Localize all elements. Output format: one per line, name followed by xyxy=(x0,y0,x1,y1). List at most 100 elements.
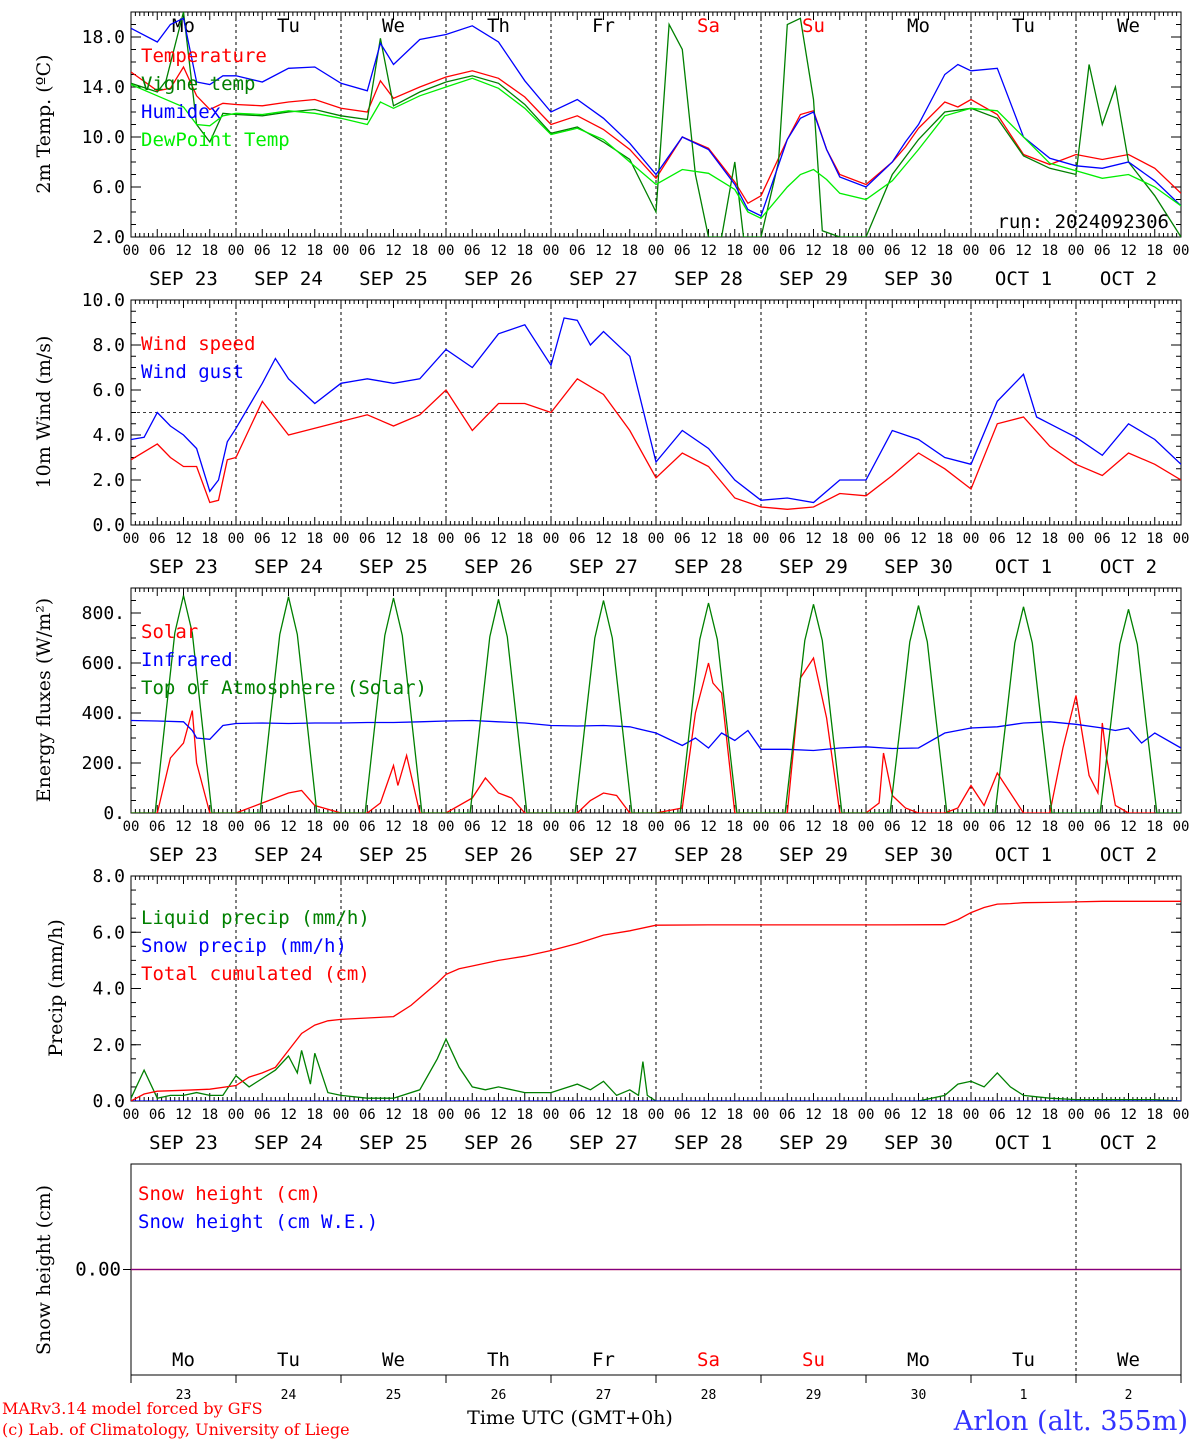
hour-label: 12 xyxy=(1015,243,1032,259)
hour-label: 06 xyxy=(149,531,166,547)
hour-label: 18 xyxy=(1146,243,1163,259)
weekday-label: Su xyxy=(802,1349,825,1371)
hour-label: 06 xyxy=(464,819,481,835)
series-top-of-atmosphere-solar xyxy=(131,595,1181,813)
hour-label: 00 xyxy=(648,243,665,259)
y-axis-title: 2m Temp. (ºC) xyxy=(33,54,55,193)
date-label: SEP 29 xyxy=(779,556,848,578)
day-number-label: 25 xyxy=(386,1388,402,1403)
y-tick-label: 400. xyxy=(82,703,125,724)
hour-label: 12 xyxy=(1120,819,1137,835)
hour-label: 06 xyxy=(359,819,376,835)
hour-label: 18 xyxy=(1146,819,1163,835)
hour-label: 12 xyxy=(1015,1107,1032,1123)
hour-label: 12 xyxy=(805,1107,822,1123)
date-label: SEP 26 xyxy=(464,1132,533,1154)
series-infrared xyxy=(131,719,1181,752)
date-label: SEP 25 xyxy=(359,268,428,290)
hour-label: 12 xyxy=(175,243,192,259)
hour-label: 00 xyxy=(1173,819,1190,835)
hour-label: 00 xyxy=(753,531,770,547)
legend-entry: Humidex xyxy=(141,101,221,123)
hour-label: 12 xyxy=(175,1107,192,1123)
hour-label: 00 xyxy=(1173,1107,1190,1123)
credit-model: MARv3.14 model forced by GFS xyxy=(2,1399,263,1418)
hour-label: 00 xyxy=(753,243,770,259)
date-label: SEP 27 xyxy=(569,268,638,290)
hour-label: 06 xyxy=(149,819,166,835)
hour-label: 00 xyxy=(123,819,140,835)
day-number-label: 24 xyxy=(281,1388,297,1403)
hour-label: 00 xyxy=(648,531,665,547)
weekday-label: Fr xyxy=(592,15,615,37)
hour-label: 12 xyxy=(1120,1107,1137,1123)
y-tick-label: 0. xyxy=(103,803,125,824)
hour-label: 00 xyxy=(648,1107,665,1123)
hour-label: 06 xyxy=(1094,1107,1111,1123)
date-label: SEP 23 xyxy=(149,268,218,290)
hour-label: 12 xyxy=(280,531,297,547)
weekday-label: Tu xyxy=(1012,1349,1035,1371)
hour-label: 06 xyxy=(569,531,586,547)
y-tick-label: 10.0 xyxy=(82,127,125,148)
hour-label: 18 xyxy=(936,243,953,259)
hour-label: 06 xyxy=(989,819,1006,835)
date-label: SEP 28 xyxy=(674,268,743,290)
panel-precip: 0.0 2.0 4.0 6.0 8.0 Precip (mm/h) 00 06 12 18 SEP … xyxy=(45,866,1189,1154)
weekday-label: Mo xyxy=(907,1349,930,1371)
hour-label: 00 xyxy=(753,819,770,835)
date-label: SEP 29 xyxy=(779,844,848,866)
series-liquid-precip-mm-h xyxy=(131,1037,1181,1101)
hour-label: 12 xyxy=(700,531,717,547)
y-tick-label: 2.0 xyxy=(92,1035,125,1056)
series-temperature xyxy=(131,65,1181,205)
hour-label: 18 xyxy=(201,1107,218,1123)
hour-label: 12 xyxy=(1015,531,1032,547)
date-label: SEP 23 xyxy=(149,844,218,866)
y-axis-title: 10m Wind (m/s) xyxy=(33,336,55,489)
series-vigne-temp xyxy=(131,12,1181,237)
hour-label: 00 xyxy=(1068,819,1085,835)
hour-label: 18 xyxy=(831,819,848,835)
date-label: OCT 1 xyxy=(995,556,1052,578)
date-label: SEP 26 xyxy=(464,556,533,578)
hour-label: 06 xyxy=(149,243,166,259)
hour-label: 12 xyxy=(595,243,612,259)
day-number-label: 2 xyxy=(1125,1388,1133,1403)
hour-label: 18 xyxy=(306,819,323,835)
y-tick-label: 6.0 xyxy=(92,177,125,198)
day-number-label: 28 xyxy=(701,1388,717,1403)
date-label: OCT 1 xyxy=(995,1132,1052,1154)
day-number-label: 23 xyxy=(176,1388,192,1403)
y-tick-label: 14.0 xyxy=(82,77,125,98)
hour-label: 18 xyxy=(516,1107,533,1123)
station-title: Arlon (alt. 355m) xyxy=(953,1406,1188,1437)
hour-label: 06 xyxy=(674,531,691,547)
x-axis-title: Time UTC (GMT+0h) xyxy=(467,1407,673,1429)
hour-label: 00 xyxy=(963,1107,980,1123)
legend-entry: DewPoint Temp xyxy=(141,129,290,151)
run-label: run: 2024092306 xyxy=(997,211,1169,233)
hour-label: 00 xyxy=(228,243,245,259)
hour-label: 12 xyxy=(385,1107,402,1123)
hour-label: 00 xyxy=(438,531,455,547)
hour-label: 06 xyxy=(149,1107,166,1123)
date-label: OCT 2 xyxy=(1100,1132,1157,1154)
hour-label: 00 xyxy=(228,1107,245,1123)
hour-label: 12 xyxy=(910,531,927,547)
date-label: SEP 25 xyxy=(359,556,428,578)
hour-label: 06 xyxy=(1094,819,1111,835)
hour-label: 06 xyxy=(779,243,796,259)
hour-label: 18 xyxy=(726,531,743,547)
hour-label: 00 xyxy=(543,819,560,835)
legend-entry: Vigne temp xyxy=(141,73,255,95)
hour-label: 06 xyxy=(779,819,796,835)
hour-label: 12 xyxy=(910,1107,927,1123)
panel-temperature: 2.0 6.0 10.0 14.0 18.0 2m Temp. (ºC) Mo Tu We Th F… xyxy=(33,11,1189,290)
date-label: SEP 24 xyxy=(254,268,323,290)
day-number-label: 30 xyxy=(911,1388,927,1403)
hour-label: 06 xyxy=(254,531,271,547)
hour-label: 18 xyxy=(621,531,638,547)
hour-label: 00 xyxy=(543,243,560,259)
hour-label: 06 xyxy=(989,243,1006,259)
